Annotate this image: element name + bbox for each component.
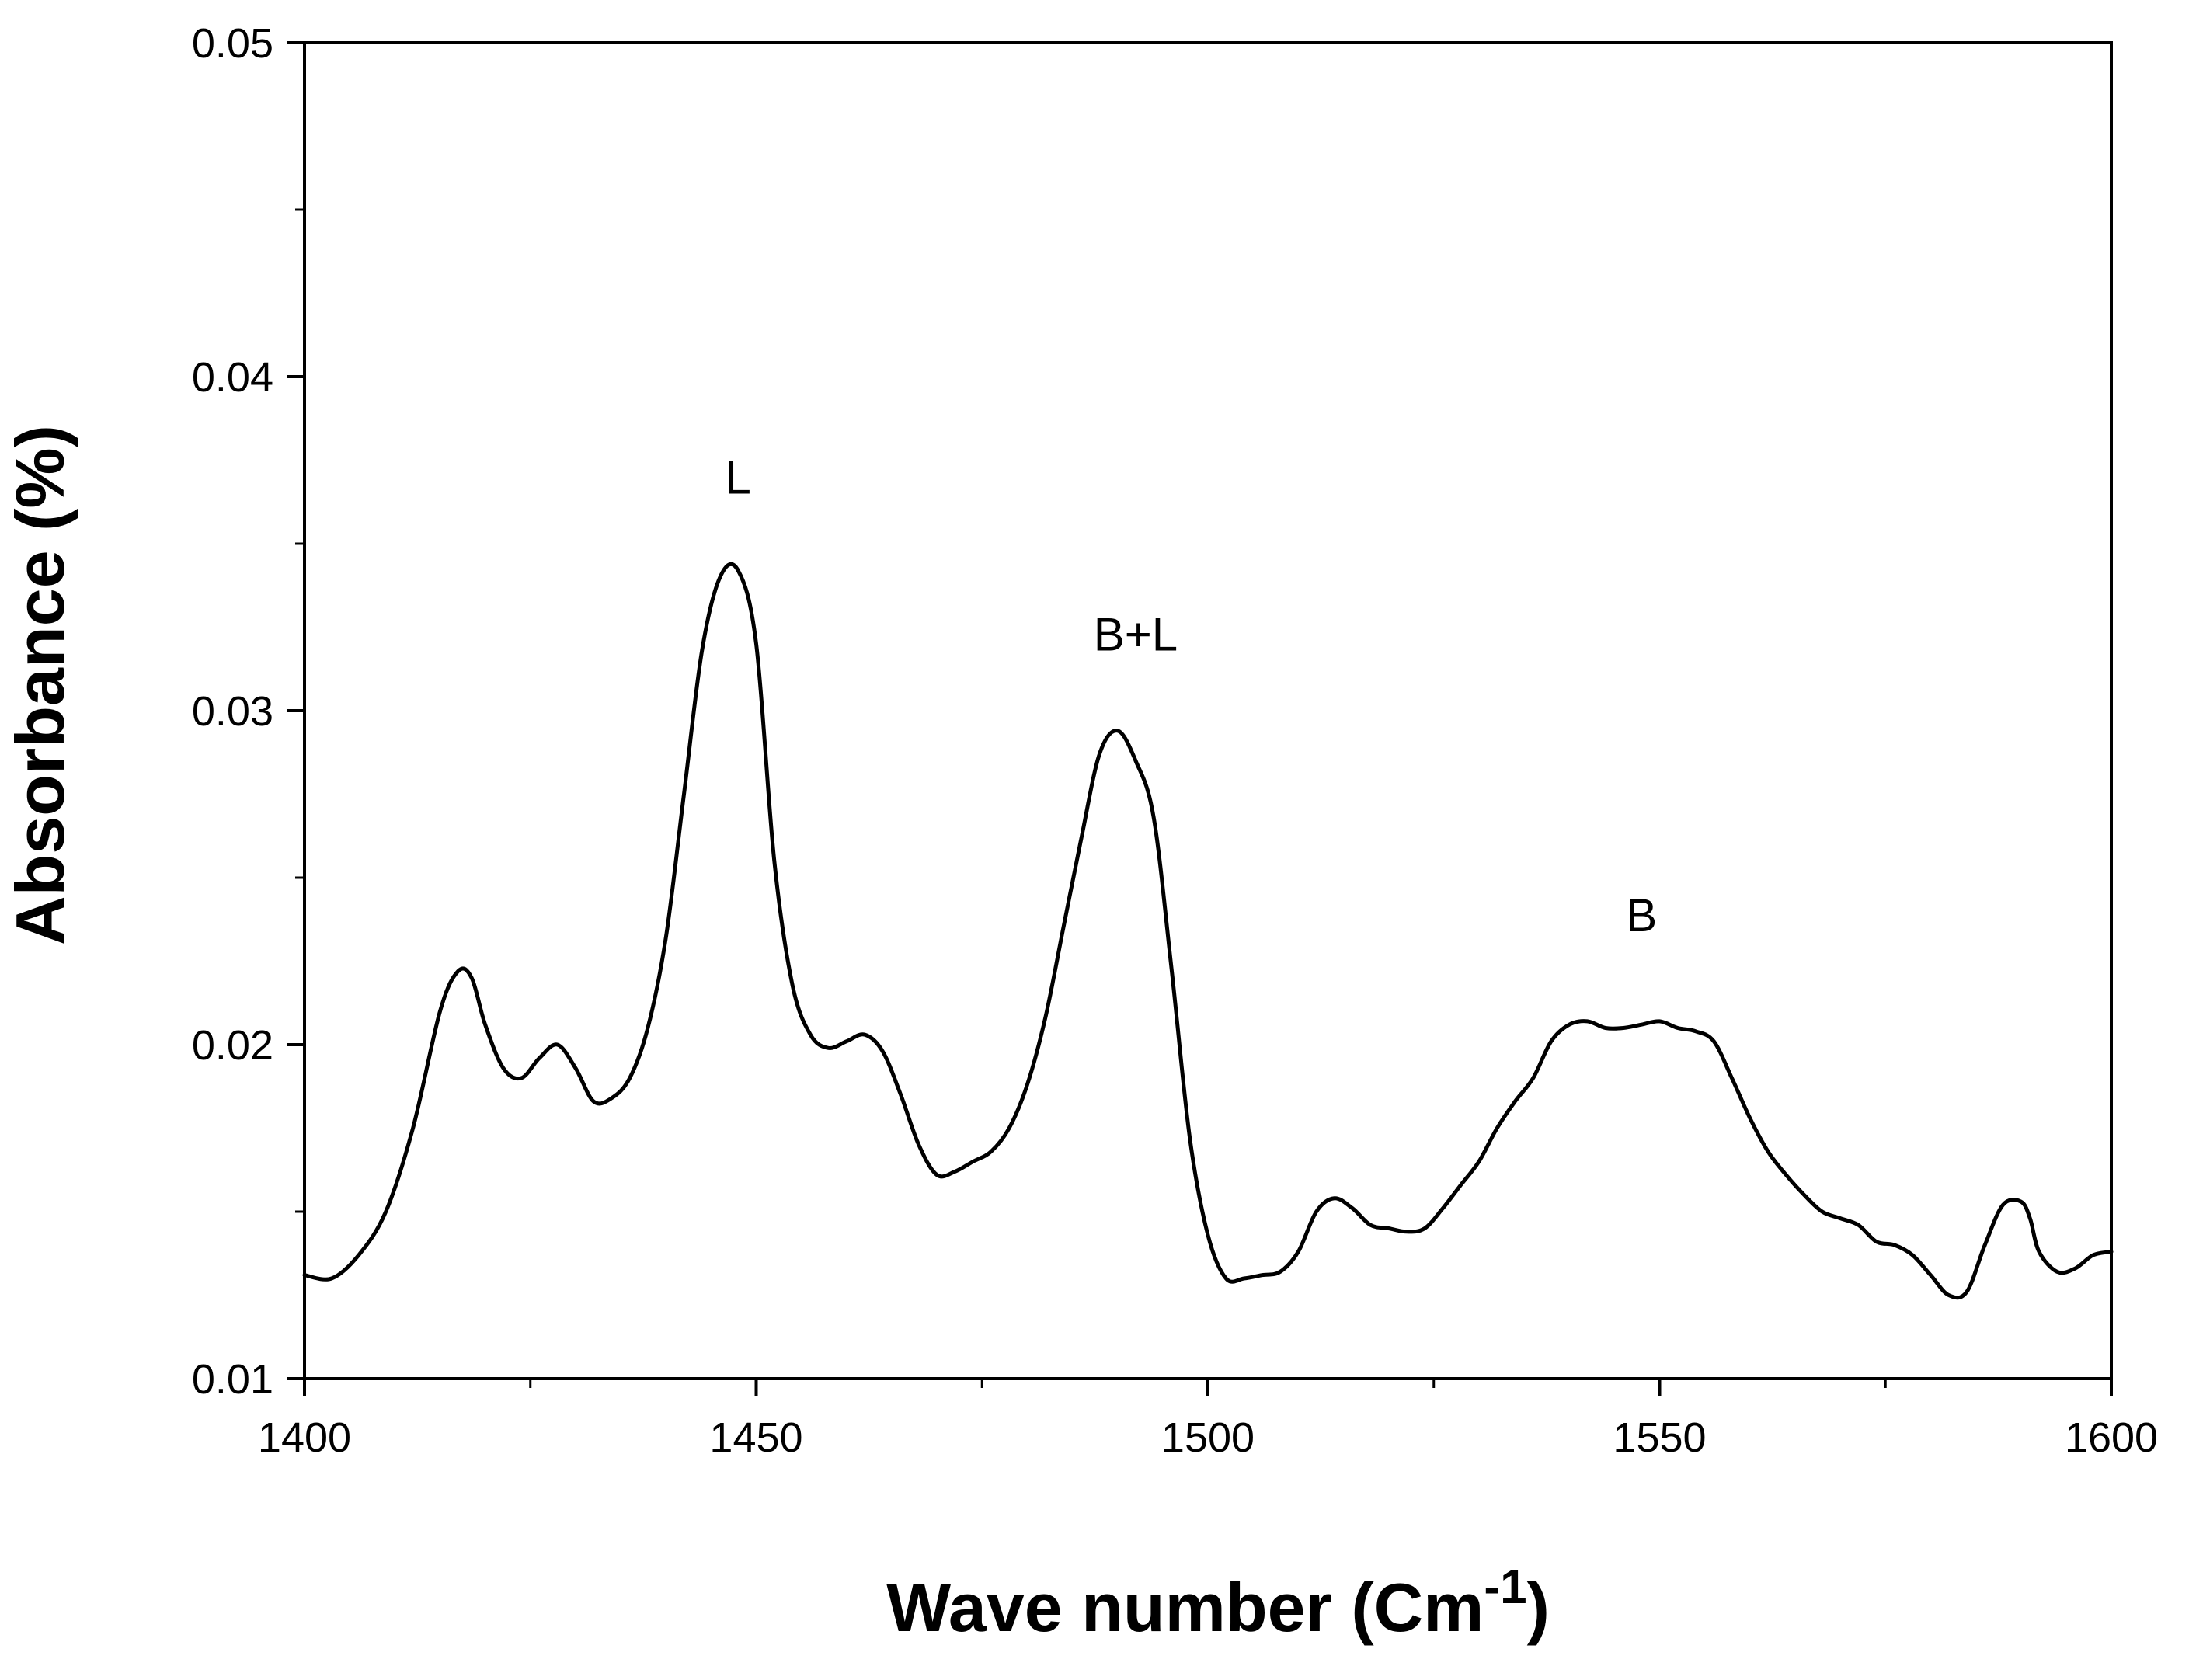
- y-tick-label: 0.05: [192, 20, 273, 67]
- x-tick-label: 1400: [258, 1414, 351, 1461]
- x-axis-title-main: Wave number (Cm: [886, 1569, 1484, 1646]
- peak-annotation: B: [1626, 889, 1657, 941]
- x-tick-label: 1550: [1613, 1414, 1706, 1461]
- y-tick-label: 0.01: [192, 1356, 273, 1403]
- x-tick-label: 1600: [2065, 1414, 2158, 1461]
- x-axis-title-close: ): [1527, 1569, 1550, 1646]
- y-tick-label: 0.04: [192, 354, 273, 401]
- peak-annotation: L: [726, 452, 751, 504]
- x-axis-title-superscript: -1: [1484, 1560, 1526, 1614]
- x-tick-label: 1450: [709, 1414, 802, 1461]
- peak-annotation: B+L: [1094, 609, 1178, 661]
- y-tick-label: 0.03: [192, 688, 273, 735]
- x-axis-title: Wave number (Cm-1): [886, 1560, 1550, 1646]
- y-tick-label: 0.02: [192, 1022, 273, 1069]
- spectrum-line: [302, 562, 2114, 1300]
- y-axis-title: Absorbance (%): [2, 425, 78, 945]
- x-tick-label: 1500: [1161, 1414, 1255, 1461]
